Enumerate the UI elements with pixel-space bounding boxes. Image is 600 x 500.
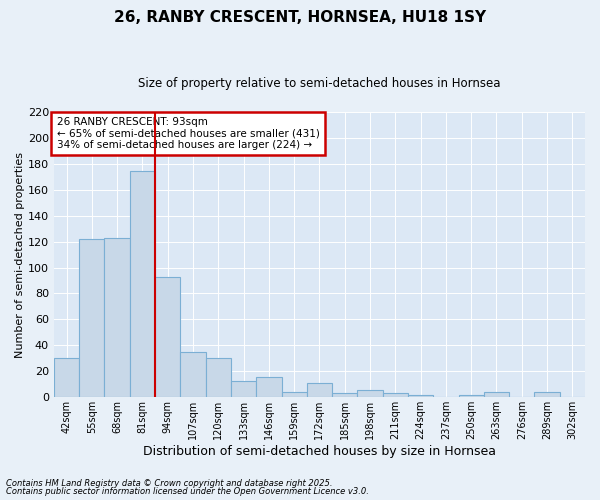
Bar bbox=[484, 392, 509, 397]
Bar bbox=[535, 392, 560, 397]
Bar bbox=[206, 358, 231, 397]
Bar bbox=[256, 378, 281, 397]
Bar bbox=[54, 358, 79, 397]
Bar bbox=[332, 393, 358, 397]
Bar bbox=[155, 276, 181, 397]
Text: 26, RANBY CRESCENT, HORNSEA, HU18 1SY: 26, RANBY CRESCENT, HORNSEA, HU18 1SY bbox=[114, 10, 486, 25]
Bar bbox=[307, 382, 332, 397]
Bar bbox=[383, 393, 408, 397]
Bar bbox=[358, 390, 383, 397]
Bar bbox=[79, 239, 104, 397]
Title: Size of property relative to semi-detached houses in Hornsea: Size of property relative to semi-detach… bbox=[138, 78, 500, 90]
X-axis label: Distribution of semi-detached houses by size in Hornsea: Distribution of semi-detached houses by … bbox=[143, 444, 496, 458]
Bar bbox=[104, 238, 130, 397]
Bar bbox=[281, 392, 307, 397]
Text: Contains HM Land Registry data © Crown copyright and database right 2025.: Contains HM Land Registry data © Crown c… bbox=[6, 478, 332, 488]
Bar bbox=[181, 352, 206, 397]
Text: 26 RANBY CRESCENT: 93sqm
← 65% of semi-detached houses are smaller (431)
34% of : 26 RANBY CRESCENT: 93sqm ← 65% of semi-d… bbox=[56, 117, 319, 150]
Text: Contains public sector information licensed under the Open Government Licence v3: Contains public sector information licen… bbox=[6, 487, 369, 496]
Bar bbox=[231, 382, 256, 397]
Y-axis label: Number of semi-detached properties: Number of semi-detached properties bbox=[15, 152, 25, 358]
Bar bbox=[458, 396, 484, 397]
Bar bbox=[408, 396, 433, 397]
Bar bbox=[130, 170, 155, 397]
